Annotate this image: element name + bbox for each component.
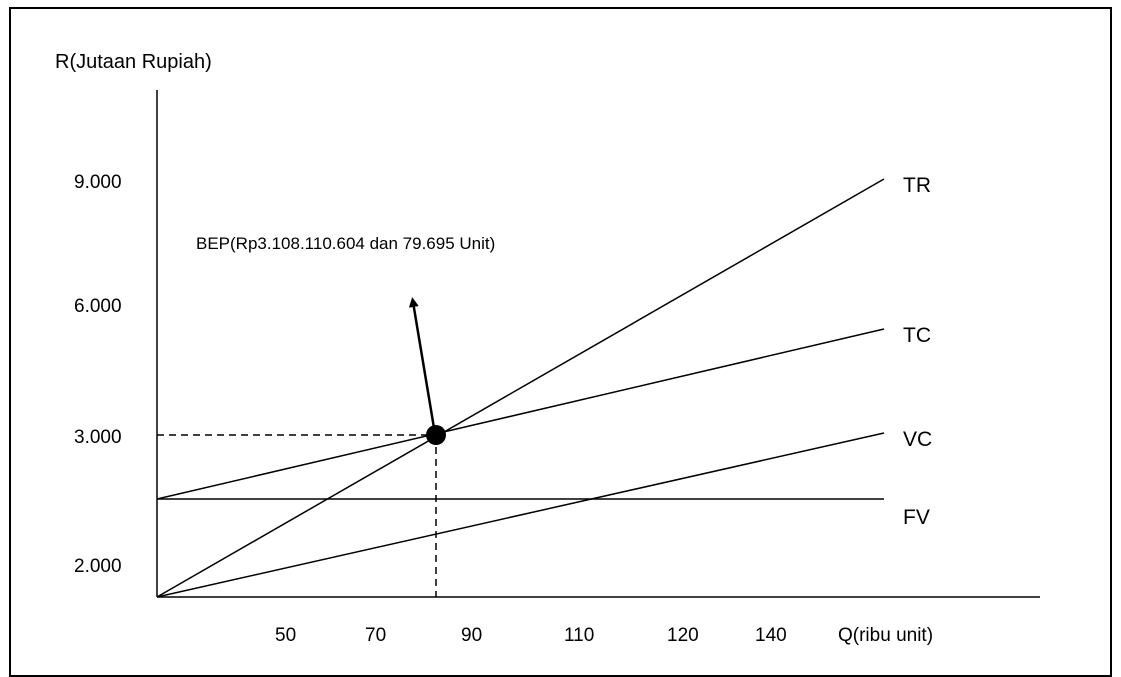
series-label-fv: FV [903,506,930,529]
x-tick-label: 90 [461,625,482,646]
vc-line [156,432,885,598]
series-label-tc: TC [903,324,931,347]
bep-arrow [408,297,436,429]
bep-label: BEP(Rp3.108.110.604 dan 79.695 Unit) [196,234,495,253]
series-label-vc: VC [903,428,932,451]
x-tick-label: 110 [564,625,594,646]
x-tick-label: 140 [755,625,787,646]
y-tick-label: 2.000 [74,556,122,577]
series-label-tr: TR [903,174,931,197]
y-tick-label: 6.000 [74,296,122,317]
x-tick-label: 70 [365,625,386,646]
tc-line [156,328,885,500]
tr-line [156,178,885,598]
y-axis-label: R(Jutaan Rupiah) [55,51,212,73]
x-tick-label: 50 [275,625,296,646]
y-tick-label: 3.000 [74,427,122,448]
x-tick-label: 120 [667,625,699,646]
bep-point [426,425,446,445]
y-tick-label: 9.000 [74,172,122,193]
x-axis-label: Q(ribu unit) [838,625,933,646]
